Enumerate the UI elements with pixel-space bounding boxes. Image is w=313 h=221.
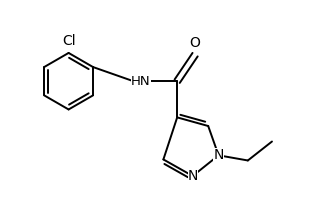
Text: O: O (190, 36, 201, 50)
Text: N: N (213, 148, 224, 162)
Text: Cl: Cl (62, 34, 75, 48)
Text: N: N (187, 169, 198, 183)
Text: HN: HN (131, 75, 151, 88)
